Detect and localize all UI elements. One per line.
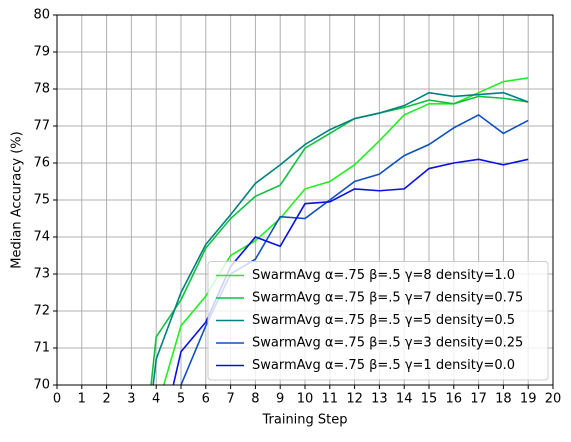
x-tick-label: 14	[396, 392, 413, 407]
legend-label: SwarmAvg α=.75 β=.5 γ=1 density=0.0	[252, 358, 515, 373]
x-tick-label: 11	[322, 392, 339, 407]
x-tick-label: 15	[421, 392, 438, 407]
legend-box	[207, 261, 549, 381]
y-tick-label: 73	[33, 267, 50, 282]
x-tick-label: 1	[78, 392, 86, 407]
x-tick-label: 8	[251, 392, 259, 407]
y-tick-label: 74	[33, 230, 50, 245]
legend: SwarmAvg α=.75 β=.5 γ=8 density=1.0 Swarm…	[207, 261, 549, 381]
x-tick-label: 9	[276, 392, 284, 407]
y-tick-label: 70	[33, 378, 50, 393]
x-tick-label: 12	[346, 392, 363, 407]
x-tick-label: 19	[520, 392, 537, 407]
y-tick-label: 72	[33, 304, 50, 319]
x-tick-label: 13	[371, 392, 388, 407]
y-axis-label: Median Accuracy (%)	[10, 131, 25, 268]
x-tick-label: 10	[297, 392, 314, 407]
y-tick-label: 75	[33, 193, 50, 208]
y-tick-label: 79	[33, 45, 50, 60]
x-tick-label: 5	[177, 392, 185, 407]
series-line	[180, 113, 529, 385]
series-line	[152, 91, 529, 385]
y-tick-label: 71	[33, 341, 50, 356]
x-tick-label: 7	[226, 392, 234, 407]
legend-label: SwarmAvg α=.75 β=.5 γ=7 density=0.75	[252, 291, 523, 306]
series-line	[150, 95, 529, 385]
x-tick-label: 4	[152, 392, 160, 407]
legend-label: SwarmAvg α=.75 β=.5 γ=3 density=0.25	[252, 336, 523, 351]
plot-area	[150, 77, 529, 385]
x-axis-label: Training Step	[261, 413, 347, 428]
y-tick-label: 77	[33, 119, 50, 134]
x-tick-label: 16	[446, 392, 463, 407]
x-tick-label: 18	[495, 392, 512, 407]
x-tick-label: 0	[53, 392, 61, 407]
series-line	[172, 158, 529, 385]
x-tick-label: 17	[470, 392, 487, 407]
legend-label: SwarmAvg α=.75 β=.5 γ=8 density=1.0	[252, 268, 515, 283]
plot-frame	[56, 14, 554, 386]
legend-label: SwarmAvg α=.75 β=.5 γ=5 density=0.5	[252, 313, 515, 328]
x-tick-label: 6	[202, 392, 210, 407]
y-tick-label: 80	[33, 8, 50, 23]
y-tick-label: 78	[33, 82, 50, 97]
x-tick-label: 20	[545, 392, 562, 407]
x-tick-label: 3	[127, 392, 135, 407]
y-tick-label: 76	[33, 156, 50, 171]
x-tick-label: 2	[102, 392, 110, 407]
series-line	[162, 77, 529, 385]
